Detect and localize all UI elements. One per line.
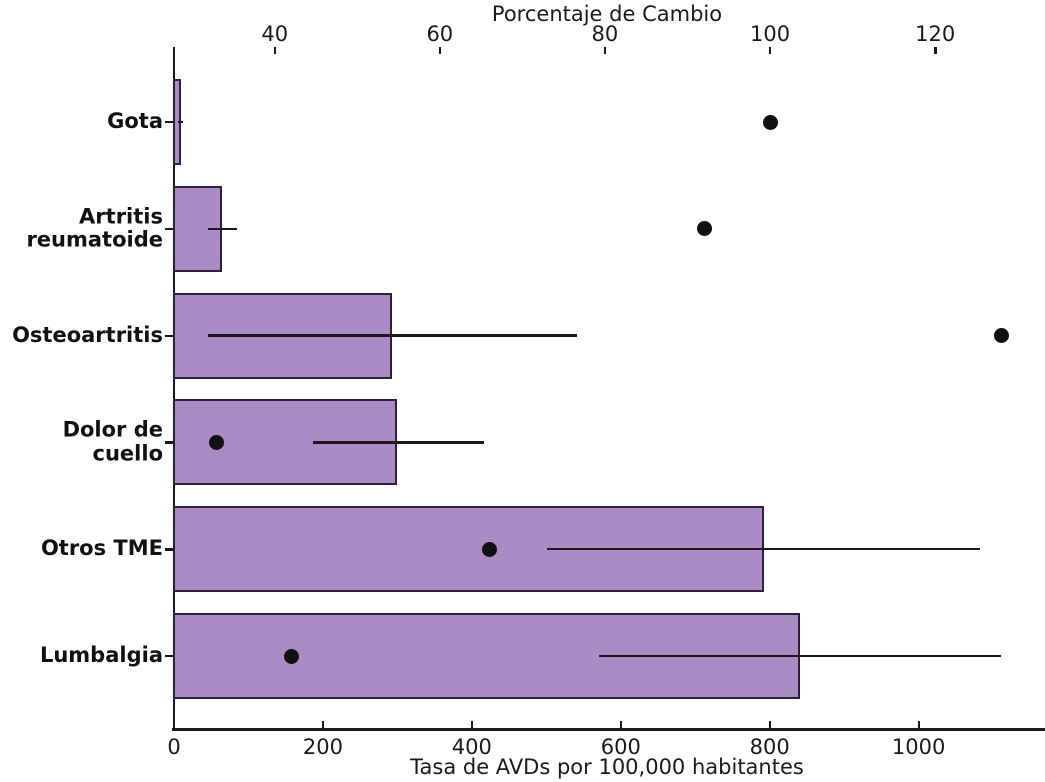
bottom-tick [619,721,623,728]
category-label: Dolor de cuello [62,417,163,466]
top-tick [273,47,277,54]
bottom-tick-label: 800 [749,735,790,759]
error-bar [207,227,238,231]
bottom-axis-title: Tasa de AVDs por 100,000 habitantes [410,755,804,779]
top-tick [603,47,607,54]
bottom-tick-label: 0 [167,735,181,759]
pct-change-dot [481,541,497,557]
pct-change-dot [696,221,712,237]
y-tick [165,121,173,124]
bottom-tick-label: 1000 [891,735,946,759]
top-tick-label: 80 [591,22,619,46]
error-bar [599,654,1002,658]
top-axis-title: Porcentaje de Cambio [491,2,723,26]
pct-change-dot [209,434,225,450]
y-tick [165,334,173,337]
error-bar [207,334,577,337]
error-bar [178,120,183,124]
bottom-tick-label: 400 [451,735,492,759]
top-tick-label: 100 [749,22,791,46]
bottom-tick-label: 200 [302,735,343,759]
top-tick [934,47,937,54]
y-axis-spine [172,47,175,729]
pct-change-dot [283,648,299,664]
error-bar [312,441,484,444]
category-label: Artritis reumatoide [26,204,163,252]
y-tick [165,548,173,551]
y-tick [165,227,173,231]
bottom-tick [173,721,176,728]
bottom-tick-label: 600 [600,735,641,759]
y-tick [165,655,173,658]
category-label: Lumbalgia [39,643,163,668]
top-tick-label: 120 [915,22,956,46]
pct-change-dot [993,328,1009,344]
error-bar [547,547,980,551]
category-label: Osteoartritis [12,322,163,347]
bottom-tick [470,721,474,728]
top-tick [438,47,442,54]
pct-change-dot [762,114,778,130]
top-tick-label: 40 [261,22,289,46]
top-tick-label: 60 [426,22,454,46]
category-label: Otros TME [40,536,163,561]
y-tick [165,441,173,444]
bottom-tick [768,721,772,728]
bottom-tick [917,721,921,728]
x-axis-spine [172,728,1045,731]
category-label: Gota [107,109,163,134]
bottom-tick [321,721,325,728]
top-tick [769,47,772,54]
